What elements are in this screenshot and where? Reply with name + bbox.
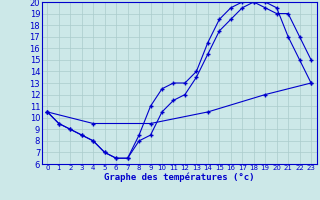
X-axis label: Graphe des températures (°c): Graphe des températures (°c) (104, 173, 254, 182)
